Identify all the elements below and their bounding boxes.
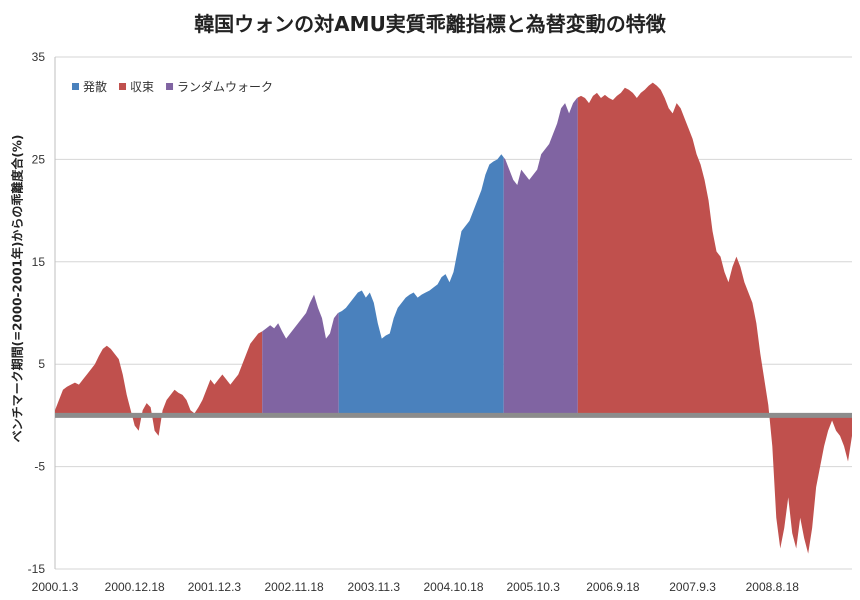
x-tick-label: 2004.10.18 [423, 580, 483, 594]
x-tick-label: 2000.1.3 [32, 580, 79, 594]
legend-label: 発散 [83, 79, 107, 94]
x-tick-label: 2005.10.3 [507, 580, 561, 594]
legend-swatch [119, 83, 127, 90]
y-tick-label: 5 [38, 357, 45, 371]
x-tick-label: 2000.12.18 [105, 580, 165, 594]
y-tick-labels: -15 -5 5 15 25 35 [28, 50, 46, 576]
legend-swatch [166, 83, 174, 90]
x-tick-labels: 2000.1.3 2000.12.18 2001.12.3 2002.11.18 200… [32, 580, 800, 594]
y-tick-label: 15 [32, 255, 46, 269]
x-tick-label: 2006.9.18 [586, 580, 640, 594]
x-tick-label: 2007.9.3 [669, 580, 716, 594]
y-tick-label: -5 [34, 460, 45, 474]
legend-label: ランダムウォーク [177, 79, 273, 94]
area-segment [503, 97, 578, 416]
chart-title: 韓国ウォンの対AMU実質乖離指標と為替変動の特徴 [194, 12, 666, 36]
area-segment [577, 82, 852, 554]
area-segment [262, 294, 339, 416]
legend-swatch [72, 83, 79, 90]
legend: 発散 収束 ランダムウォーク [72, 79, 273, 94]
x-tick-label: 2002.11.18 [265, 580, 324, 594]
x-tick-label: 2008.8.18 [746, 580, 800, 594]
x-tick-label: 2001.12.3 [188, 580, 242, 594]
area-segment [55, 331, 263, 436]
y-tick-label: -15 [28, 562, 46, 576]
area-series [55, 82, 852, 554]
y-tick-label: 35 [32, 50, 46, 64]
y-tick-label: 25 [32, 152, 46, 166]
area-segment [338, 154, 504, 416]
legend-label: 収束 [130, 80, 154, 94]
x-tick-label: 2003.11.3 [348, 580, 401, 594]
